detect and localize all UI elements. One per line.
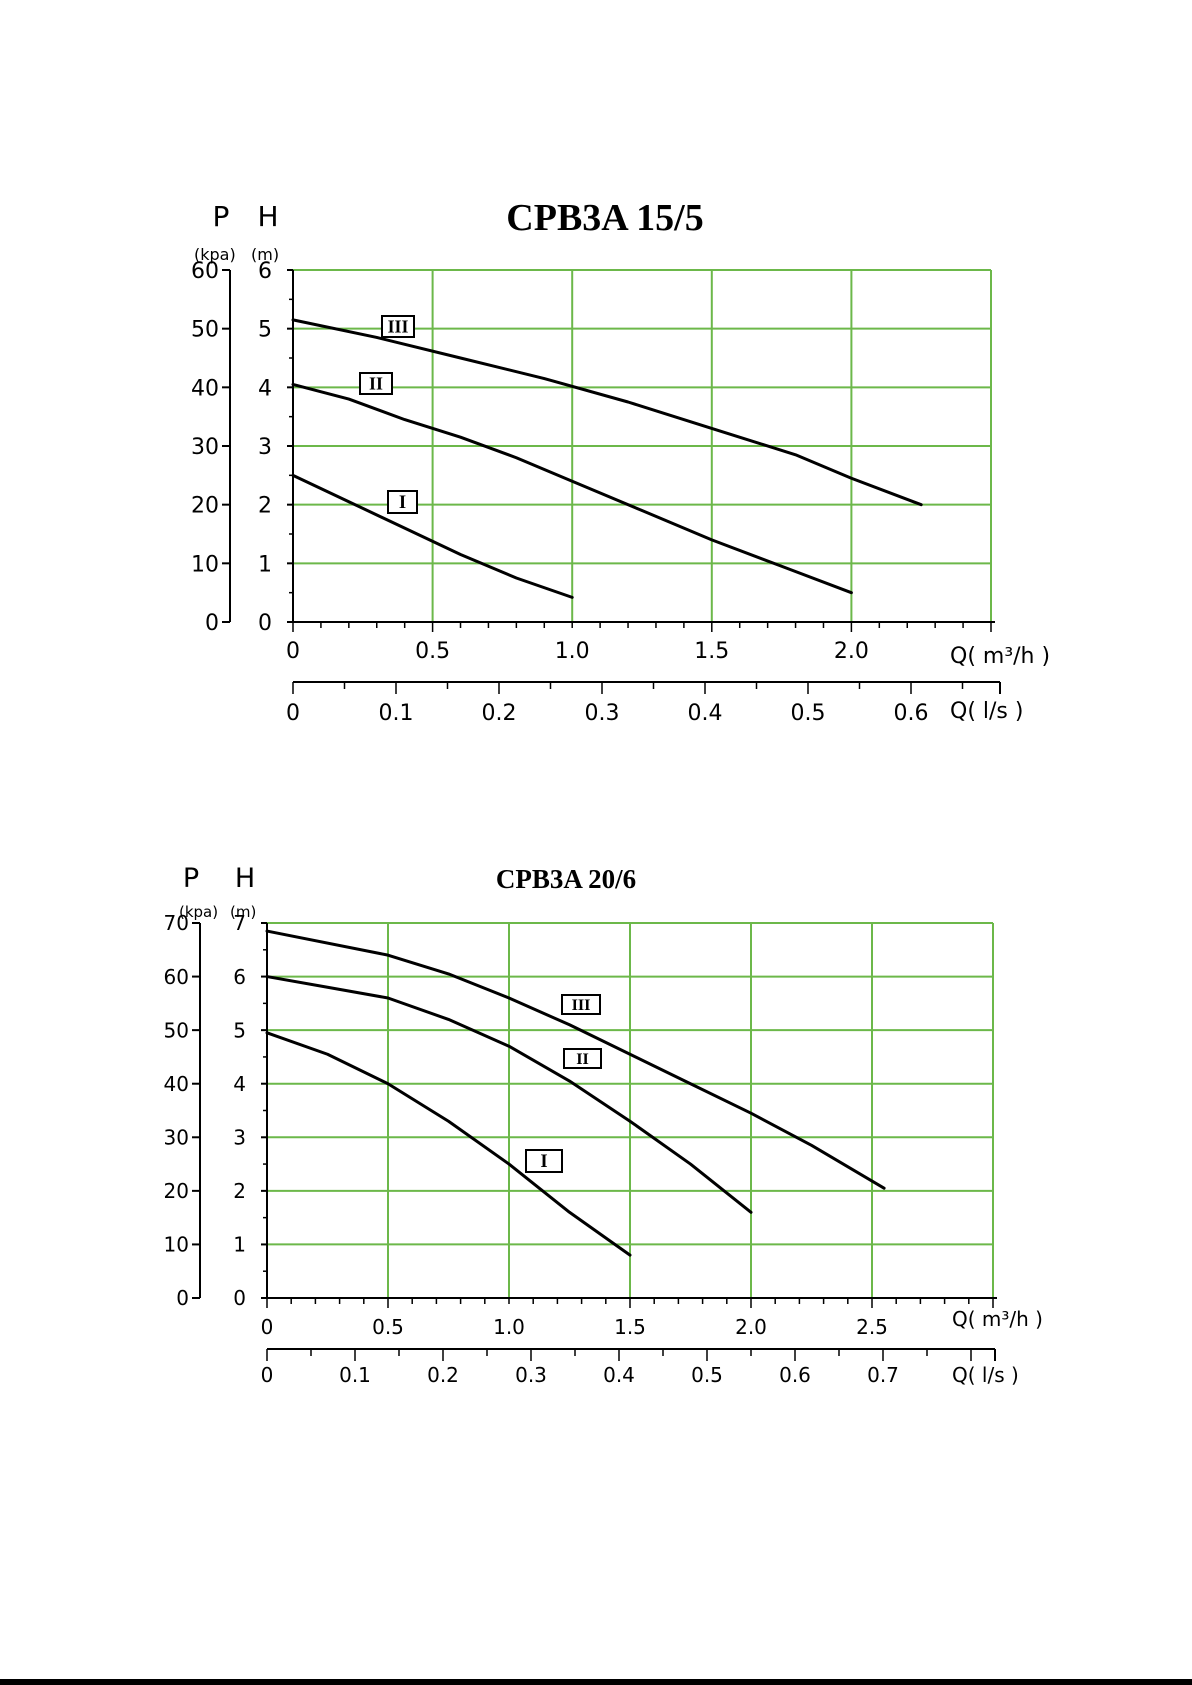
ls-tick-label: 0.5 xyxy=(691,1363,723,1387)
x-tick-label: 0.5 xyxy=(372,1315,404,1339)
ls-tick-label: 0 xyxy=(286,701,300,726)
h-axis-unit: (m) xyxy=(230,903,256,921)
ls-tick-label: 0.2 xyxy=(482,701,517,726)
p-axis-label: P xyxy=(213,200,230,233)
p-tick-label: 30 xyxy=(191,435,219,460)
curve-label-box xyxy=(525,1149,563,1173)
h-tick-label: 3 xyxy=(233,1125,246,1149)
curve-speed-i xyxy=(291,473,574,599)
curve-label-box xyxy=(381,315,415,338)
ls-tick-label: 0.5 xyxy=(791,701,826,726)
h-axis-label: H xyxy=(235,863,255,894)
x-tick-label: 1.0 xyxy=(493,1315,525,1339)
chart-cpb3a-20-6: CPB3A 20/6P H(kpa) (m)01020304050607001234… xyxy=(164,863,1043,1387)
h-tick-label: 2 xyxy=(258,494,272,519)
p-tick-label: 0 xyxy=(205,611,219,636)
ls-tick-label: 0.3 xyxy=(515,1363,547,1387)
h-tick-label: 1 xyxy=(258,552,272,577)
x-axis-label-m3h: Q( m³/h ) xyxy=(950,644,1050,669)
x-tick-label: 0 xyxy=(261,1315,274,1339)
ls-tick-label: 0.1 xyxy=(379,701,414,726)
p-tick-label: 60 xyxy=(191,259,219,284)
p-tick-label: 40 xyxy=(164,1072,189,1096)
x-tick-label: 2.0 xyxy=(834,639,869,664)
curve-speed-iii xyxy=(291,318,923,507)
h-tick-label: 4 xyxy=(233,1072,246,1096)
ls-tick-label: 0.2 xyxy=(427,1363,459,1387)
x-tick-label: 1.5 xyxy=(694,639,729,664)
p-tick-label: 50 xyxy=(191,318,219,343)
h-tick-label: 0 xyxy=(233,1286,246,1310)
h-tick-label: 2 xyxy=(233,1179,246,1203)
chart-cpb3a-15-5: CPB3A 15/5P H(kpa) (m)01020304050600123456… xyxy=(191,197,1050,726)
curve-label: III xyxy=(572,997,591,1014)
curve-label-box xyxy=(561,994,601,1015)
h-tick-label: 0 xyxy=(258,611,272,636)
h-tick-label: 5 xyxy=(233,1018,246,1042)
h-tick-label: 6 xyxy=(233,965,246,989)
ls-tick-label: 0.4 xyxy=(688,701,723,726)
p-tick-label: 20 xyxy=(191,494,219,519)
p-tick-label: 50 xyxy=(164,1018,189,1042)
ls-tick-label: 0.6 xyxy=(894,701,929,726)
h-tick-label: 4 xyxy=(258,376,272,401)
x-tick-label: 0.5 xyxy=(415,639,450,664)
h-tick-label: 6 xyxy=(258,259,272,284)
curve-label: I xyxy=(540,1151,547,1172)
p-tick-label: 60 xyxy=(164,965,189,989)
p-axis-label: P xyxy=(183,863,199,894)
p-tick-label: 20 xyxy=(164,1179,189,1203)
chart-title: CPB3A 15/5 xyxy=(506,197,703,239)
curve-label: II xyxy=(369,373,383,393)
ls-tick-label: 0.6 xyxy=(779,1363,811,1387)
chart-title: CPB3A 20/6 xyxy=(496,864,636,894)
x-tick-label: 2.0 xyxy=(735,1315,767,1339)
curve-label-box xyxy=(387,490,418,514)
curve-label: III xyxy=(388,316,409,336)
h-tick-label: 5 xyxy=(258,318,272,343)
h-tick-label: 7 xyxy=(233,911,246,935)
x-tick-label: 0 xyxy=(286,639,300,664)
p-axis-unit: (kpa) xyxy=(194,245,236,264)
x-axis-label-ls: Q( l/s ) xyxy=(950,699,1023,724)
bottom-edge-bar xyxy=(0,1679,1192,1685)
ls-tick-label: 0.7 xyxy=(867,1363,899,1387)
x-axis-label-ls: Q( l/s ) xyxy=(952,1363,1019,1387)
curve-speed-iii xyxy=(265,929,886,1190)
curve-label-box xyxy=(359,372,393,395)
h-tick-label: 3 xyxy=(258,435,272,460)
p-tick-label: 30 xyxy=(164,1125,189,1149)
h-axis-label: H xyxy=(257,200,278,233)
h-axis-unit: (m) xyxy=(251,245,279,264)
p-tick-label: 10 xyxy=(164,1233,189,1257)
p-tick-label: 70 xyxy=(164,911,189,935)
curve-speed-ii xyxy=(291,382,853,595)
curve-label: I xyxy=(399,492,406,513)
x-axis-label-m3h: Q( m³/h ) xyxy=(952,1307,1043,1331)
x-tick-label: 2.5 xyxy=(856,1315,888,1339)
curve-label: II xyxy=(576,1051,589,1068)
h-tick-label: 1 xyxy=(233,1233,246,1257)
curve-speed-ii xyxy=(265,975,753,1214)
curve-label-box xyxy=(563,1048,602,1069)
p-tick-label: 0 xyxy=(176,1286,189,1310)
p-tick-label: 10 xyxy=(191,552,219,577)
ls-tick-label: 0 xyxy=(261,1363,274,1387)
ls-tick-label: 0.1 xyxy=(339,1363,371,1387)
p-axis-unit: (kpa) xyxy=(179,903,218,921)
ls-tick-label: 0.3 xyxy=(585,701,620,726)
p-tick-label: 40 xyxy=(191,376,219,401)
ls-tick-label: 0.4 xyxy=(603,1363,635,1387)
curve-speed-i xyxy=(265,1031,632,1257)
plot-grid xyxy=(266,922,994,1299)
x-tick-label: 1.5 xyxy=(614,1315,646,1339)
x-tick-label: 1.0 xyxy=(555,639,590,664)
